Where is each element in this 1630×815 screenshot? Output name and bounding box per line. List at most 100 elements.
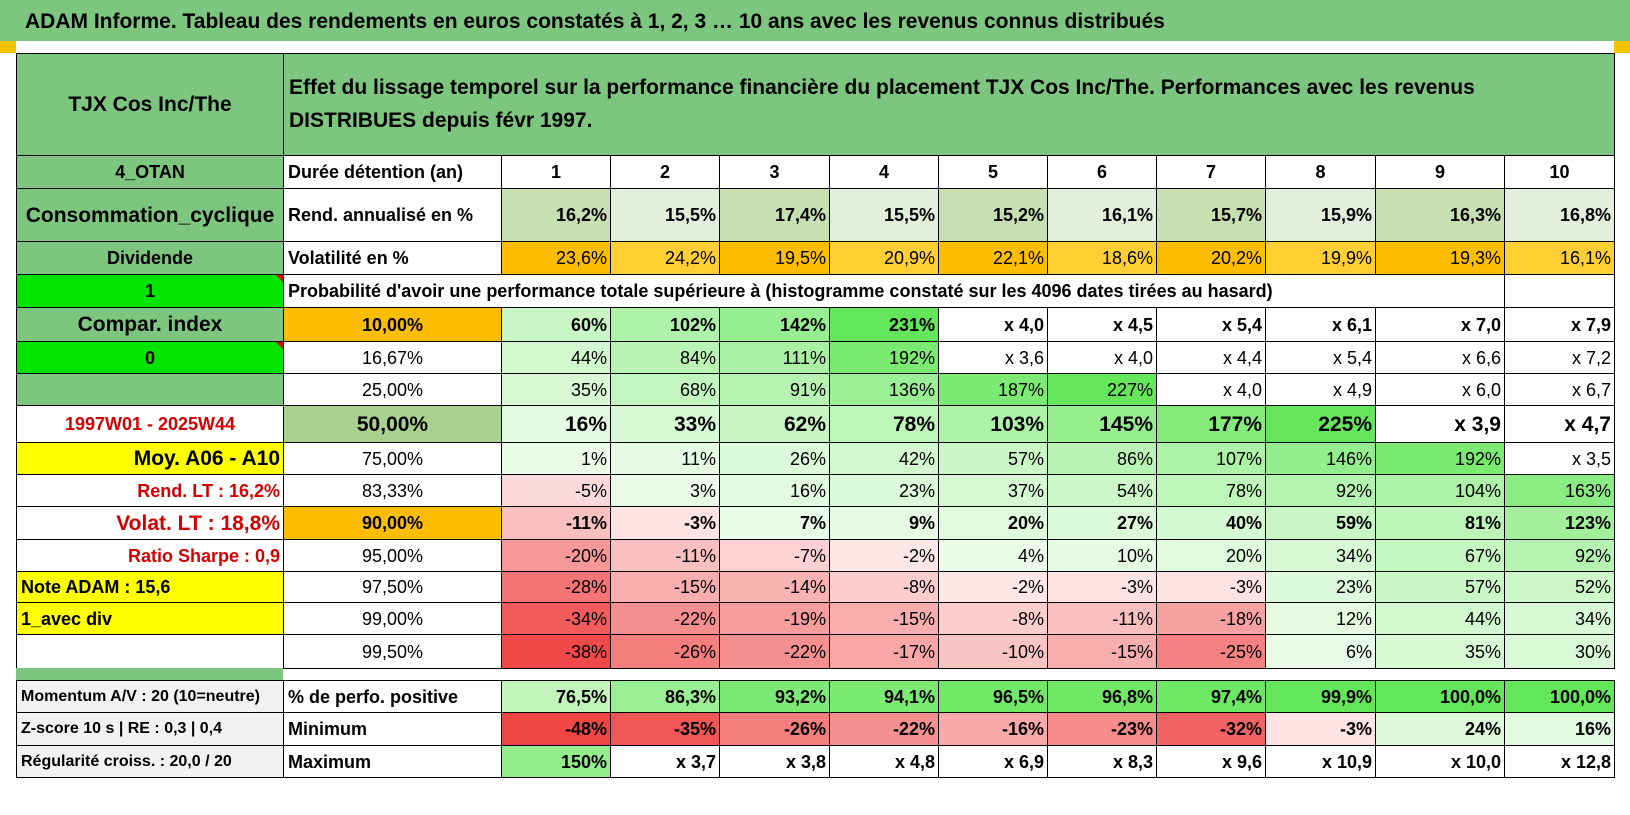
bottom-value: -26%: [719, 712, 830, 746]
quantile-value: -11%: [1047, 602, 1157, 635]
vol-value: 19,5%: [719, 241, 830, 275]
sector-code: 4_OTAN: [16, 155, 284, 189]
quantile-value: 192%: [829, 341, 939, 374]
quantile-value: x 3,9: [1375, 405, 1505, 443]
quantile-value: x 6,6: [1375, 341, 1505, 374]
quantile-value: -11%: [501, 506, 611, 540]
quantile-value: -8%: [938, 602, 1048, 635]
quantile-value: 35%: [1375, 634, 1505, 669]
sharpe-ratio: Ratio Sharpe : 0,9: [16, 539, 284, 572]
quantile-value: 146%: [1265, 442, 1376, 475]
quantile-value: 10%: [1047, 539, 1157, 572]
quantile-value: 163%: [1504, 474, 1615, 507]
bottom-value: 24%: [1375, 712, 1505, 746]
quantile-value: 27%: [1047, 506, 1157, 540]
bottom-value: -16%: [938, 712, 1048, 746]
quantile-value: 4%: [938, 539, 1048, 572]
quantile-value: 59%: [1265, 506, 1376, 540]
quantile-value: 62%: [719, 405, 830, 443]
period-range: 1997W01 - 2025W44: [16, 405, 284, 443]
quantile-value: 20%: [1156, 539, 1266, 572]
vol-label: Volatilité en %: [283, 241, 502, 275]
quantile-label: 25,00%: [283, 373, 502, 406]
quantile-value: 145%: [1047, 405, 1157, 443]
quantile-value: 57%: [938, 442, 1048, 475]
quantile-value: -15%: [610, 571, 720, 603]
frame-corner-right: [1614, 41, 1630, 53]
long-term-volatility: Volat. LT : 18,8%: [16, 506, 284, 540]
quantile-value: -38%: [501, 634, 611, 669]
quantile-value: 30%: [1504, 634, 1615, 669]
bottom-value: 100,0%: [1504, 680, 1615, 713]
quantile-value: -19%: [719, 602, 830, 635]
quantile-value: 142%: [719, 307, 830, 342]
quantile-value: x 4,7: [1504, 405, 1615, 443]
quantile-value: -14%: [719, 571, 830, 603]
flag-1: 1: [16, 274, 284, 308]
bottom-value: x 6,9: [938, 745, 1048, 778]
quantile-label: 10,00%: [283, 307, 502, 342]
quantile-value: 44%: [501, 341, 611, 374]
year-header: 6: [1047, 155, 1157, 189]
quantile-value: -5%: [501, 474, 611, 507]
quantile-value: -7%: [719, 539, 830, 572]
rend-value: 15,9%: [1265, 188, 1376, 242]
quantile-value: 67%: [1375, 539, 1505, 572]
quantile-value: 225%: [1265, 405, 1376, 443]
bottom-value: 94,1%: [829, 680, 939, 713]
quantile-value: -20%: [501, 539, 611, 572]
blank-cell: [1504, 274, 1615, 308]
quantile-label: 97,50%: [283, 571, 502, 603]
quantile-value: x 4,4: [1156, 341, 1266, 374]
vol-value: 20,9%: [829, 241, 939, 275]
rend-value: 15,7%: [1156, 188, 1266, 242]
quantile-value: 231%: [829, 307, 939, 342]
bottom-value: 97,4%: [1156, 680, 1266, 713]
rend-value: 17,4%: [719, 188, 830, 242]
quantile-label: 90,00%: [283, 506, 502, 540]
bottom-value: x 8,3: [1047, 745, 1157, 778]
quantile-label: 99,50%: [283, 634, 502, 669]
quantile-value: x 4,5: [1047, 307, 1157, 342]
returns-table: TJX Cos Inc/The Effet du lissage temporel…: [16, 53, 1615, 815]
rend-value: 16,1%: [1047, 188, 1157, 242]
quantile-value: 102%: [610, 307, 720, 342]
quantile-value: 26%: [719, 442, 830, 475]
quantile-value: x 4,0: [1156, 373, 1266, 406]
quantile-value: -3%: [610, 506, 720, 540]
year-header: 8: [1265, 155, 1376, 189]
quantile-label: 50,00%: [283, 405, 502, 443]
sector-name: Consommation_cyclique: [16, 188, 284, 242]
quantile-value: 16%: [501, 405, 611, 443]
quantile-label: 99,00%: [283, 602, 502, 635]
quantile-value: 33%: [610, 405, 720, 443]
year-header: 10: [1504, 155, 1615, 189]
bottom-left-metric: Momentum A/V : 20 (10=neutre): [16, 680, 284, 713]
vol-value: 19,3%: [1375, 241, 1505, 275]
quantile-value: x 7,0: [1375, 307, 1505, 342]
bottom-value: -22%: [829, 712, 939, 746]
quantile-value: 111%: [719, 341, 830, 374]
quantile-label: 16,67%: [283, 341, 502, 374]
vol-value: 20,2%: [1156, 241, 1266, 275]
income-type: Dividende: [16, 241, 284, 275]
quantile-value: x 6,1: [1265, 307, 1376, 342]
quantile-value: 9%: [829, 506, 939, 540]
quantile-value: x 6,0: [1375, 373, 1505, 406]
quantile-value: x 3,5: [1504, 442, 1615, 475]
quantile-value: x 4,9: [1265, 373, 1376, 406]
quantile-value: x 7,9: [1504, 307, 1615, 342]
probability-title: Probabilité d'avoir une performance tota…: [283, 274, 1505, 308]
bottom-value: -3%: [1265, 712, 1376, 746]
quantile-value: -15%: [829, 602, 939, 635]
page-title: ADAM Informe. Tableau des rendements en …: [0, 0, 1630, 41]
vol-value: 24,2%: [610, 241, 720, 275]
quantile-value: 34%: [1265, 539, 1376, 572]
quantile-value: -28%: [501, 571, 611, 603]
quantile-value: -3%: [1047, 571, 1157, 603]
quantile-value: 92%: [1265, 474, 1376, 507]
bottom-value: -32%: [1156, 712, 1266, 746]
compare-index-label: Compar. index: [16, 307, 284, 342]
rend-value: 15,2%: [938, 188, 1048, 242]
bottom-label: Minimum: [283, 712, 502, 746]
